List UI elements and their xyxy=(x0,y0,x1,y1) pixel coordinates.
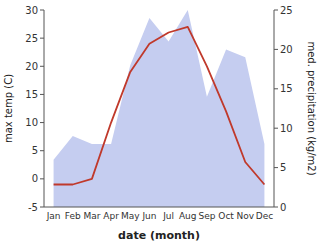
tick-label: 20 xyxy=(25,61,38,72)
tick-label: Sep xyxy=(198,211,215,221)
tick-label: -5 xyxy=(28,202,38,213)
y2-axis-title: med. precipitation (kg/m2) xyxy=(306,41,317,175)
tick xyxy=(274,167,278,168)
tick-label: Feb xyxy=(65,211,81,221)
tick-label: 10 xyxy=(25,117,38,128)
y-axis-title: max temp (C) xyxy=(3,74,14,143)
plot-area xyxy=(54,10,265,207)
tick xyxy=(40,66,44,67)
tick-label: 15 xyxy=(280,83,293,94)
chart-container: -50510152025300510152025JanFebMarAprMayJ… xyxy=(0,0,318,247)
tick-label: Apr xyxy=(103,211,119,221)
tick xyxy=(40,38,44,39)
tick-label: May xyxy=(121,211,140,221)
tick-label: Jul xyxy=(162,211,174,221)
tick-label: 15 xyxy=(25,89,38,100)
tick-label: 5 xyxy=(32,145,38,156)
tick-label: Jun xyxy=(141,211,156,221)
tick-label: 20 xyxy=(280,44,293,55)
y2-axis xyxy=(274,10,275,207)
area xyxy=(54,10,265,207)
tick-label: Oct xyxy=(218,211,234,221)
tick-label: Jan xyxy=(46,211,61,221)
tick xyxy=(40,150,44,151)
chart: -50510152025300510152025JanFebMarAprMayJ… xyxy=(0,0,318,247)
y-axis xyxy=(44,10,45,207)
tick-label: Nov xyxy=(236,211,254,221)
tick xyxy=(274,128,278,129)
tick xyxy=(274,88,278,89)
tick-label: 0 xyxy=(280,202,286,213)
x-axis xyxy=(44,207,274,208)
line xyxy=(54,27,265,185)
x-axis-title: date (month) xyxy=(118,229,200,242)
tick xyxy=(40,207,44,208)
tick xyxy=(40,178,44,179)
tick xyxy=(274,49,278,50)
tick xyxy=(40,122,44,123)
tick xyxy=(40,10,44,11)
tick-label: Mar xyxy=(83,211,100,221)
tick-label: 0 xyxy=(32,173,38,184)
tick-label: 10 xyxy=(280,123,293,134)
tick-label: 5 xyxy=(280,162,286,173)
tick xyxy=(274,207,278,208)
tick-label: 25 xyxy=(25,33,38,44)
tick xyxy=(40,94,44,95)
tick-label: Aug xyxy=(179,211,197,221)
tick-label: 30 xyxy=(25,5,38,16)
tick-label: Dec xyxy=(256,211,273,221)
tick xyxy=(274,10,278,11)
tick-label: 25 xyxy=(280,5,293,16)
